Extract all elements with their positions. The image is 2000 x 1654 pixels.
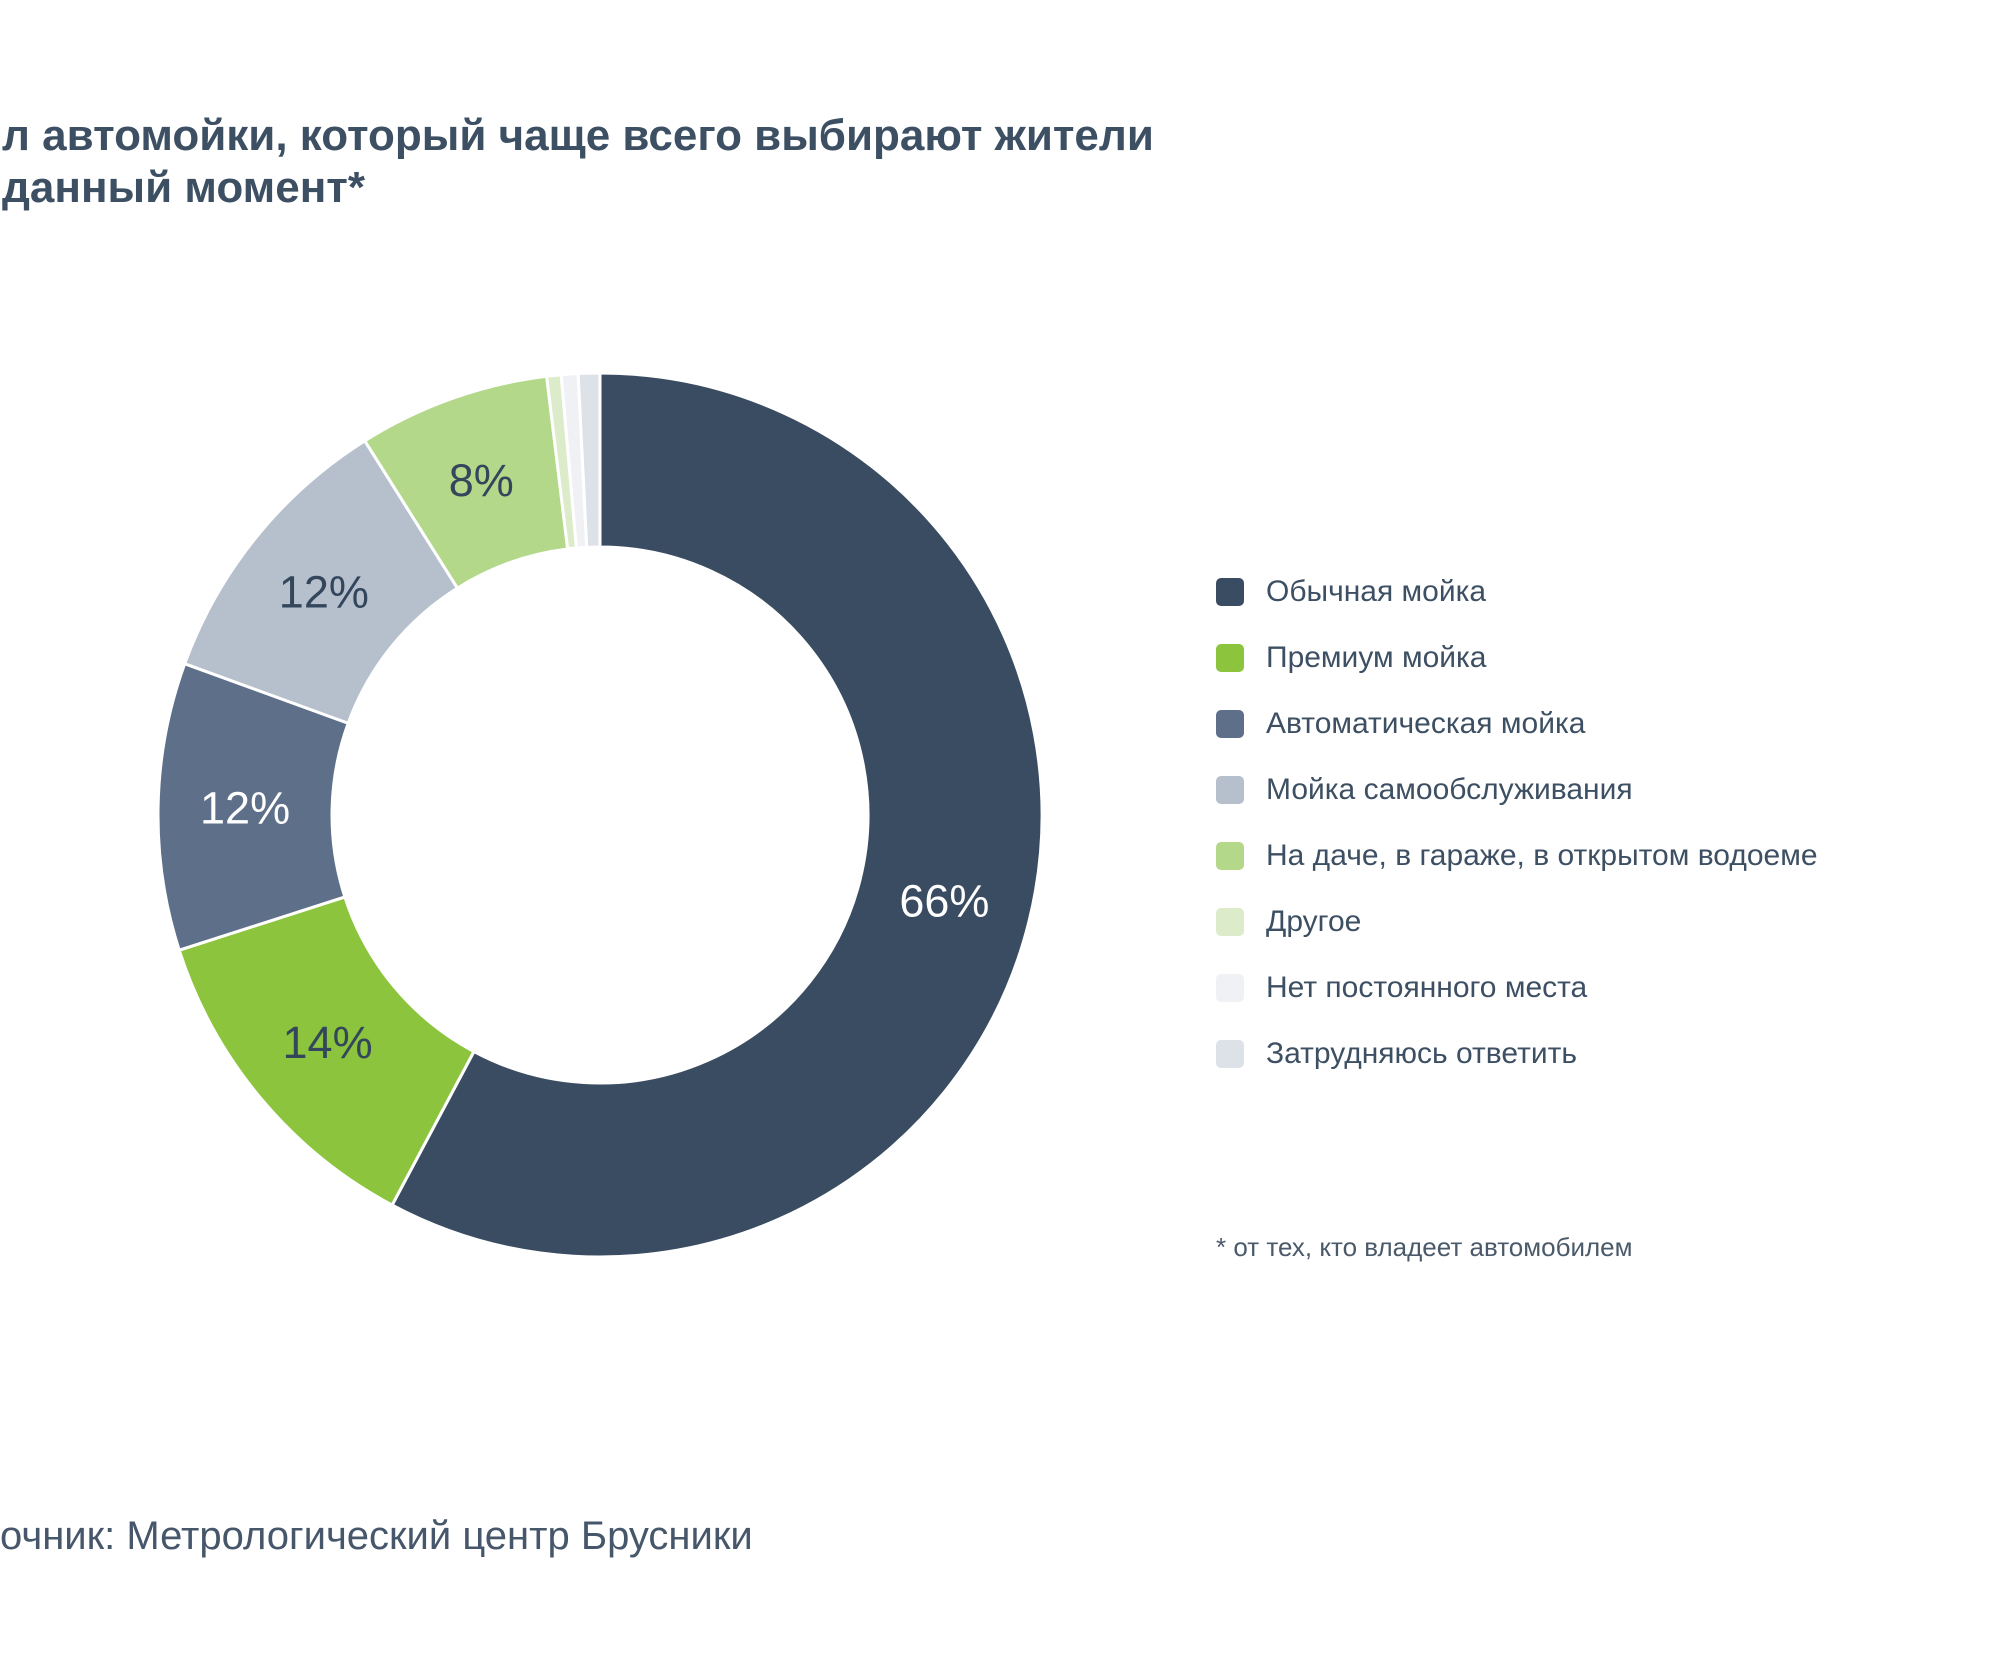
legend-label: Мойка самообслуживания <box>1266 773 1633 806</box>
footnote: * от тех, кто владеет автомобилем <box>1216 1232 1633 1262</box>
legend-item: Автоматическая мойка <box>1216 707 1818 740</box>
source-line: очник: Метрологический центр Брусники <box>0 1514 753 1558</box>
legend-swatch <box>1216 776 1244 804</box>
chart-title-line2: данный момент* <box>2 162 365 212</box>
donut-slice <box>390 371 1044 1259</box>
legend-swatch <box>1216 908 1244 936</box>
legend-item: Премиум мойка <box>1216 641 1818 674</box>
legend-item: Нет постоянного места <box>1216 971 1818 1004</box>
legend-label: Обычная мойка <box>1266 575 1487 608</box>
legend-swatch <box>1216 578 1244 606</box>
chart-legend: Обычная мойка Премиум мойка Автоматическ… <box>1216 575 1818 1070</box>
legend-label: Премиум мойка <box>1266 641 1487 674</box>
legend-label: Автоматическая мойка <box>1266 707 1586 740</box>
legend-label: Затрудняюсь ответить <box>1266 1037 1577 1070</box>
slice-percent-label: 12% <box>279 566 369 617</box>
legend-swatch <box>1216 974 1244 1002</box>
legend-label: Нет постоянного места <box>1266 971 1588 1004</box>
legend-swatch <box>1216 1040 1244 1068</box>
legend-item: Мойка самообслуживания <box>1216 773 1818 806</box>
legend-label: Другое <box>1266 905 1362 938</box>
legend-swatch <box>1216 842 1244 870</box>
legend-label: На даче, в гараже, в открытом водоеме <box>1266 839 1818 872</box>
slice-percent-label: 66% <box>899 876 989 927</box>
slice-percent-label: 8% <box>449 455 514 506</box>
chart-title-line1: л автомойки, который чаще всего выбирают… <box>2 111 1154 160</box>
slice-percent-label: 14% <box>283 1017 373 1068</box>
legend-item: Другое <box>1216 905 1818 938</box>
slice-percent-label: 12% <box>200 783 290 834</box>
legend-item: Затрудняюсь ответить <box>1216 1037 1818 1070</box>
chart-title: л автомойки, который чаще всего выбирают… <box>2 110 1154 214</box>
legend-swatch <box>1216 710 1244 738</box>
donut-slice <box>576 371 602 549</box>
legend-item: На даче, в гараже, в открытом водоеме <box>1216 839 1818 872</box>
legend-swatch <box>1216 644 1244 672</box>
legend-item: Обычная мойка <box>1216 575 1818 608</box>
